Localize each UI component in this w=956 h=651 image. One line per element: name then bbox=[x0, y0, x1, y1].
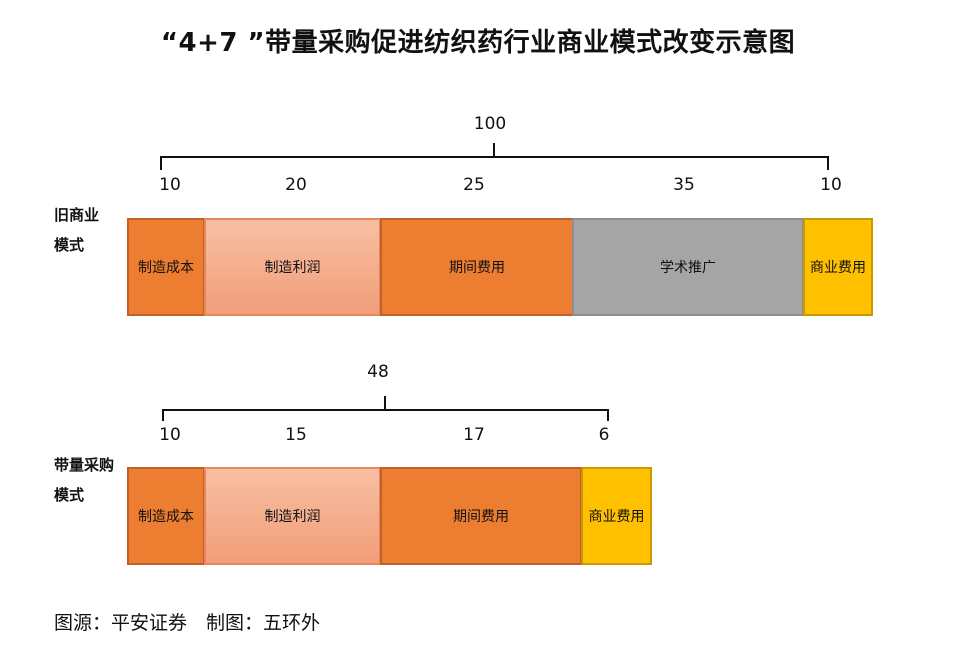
segment-period-expense: 期间费用 bbox=[380, 467, 582, 565]
segment-commercial-expense: 商业费用 bbox=[581, 467, 652, 565]
row-label-line2: 模式 bbox=[54, 486, 85, 504]
segment-label: 制造成本 bbox=[138, 509, 194, 525]
row-label-vbp-model: 带量采购 模式 bbox=[54, 450, 114, 510]
row-label-line1: 旧商业 bbox=[54, 206, 100, 224]
segment-manufacturing-profit: 制造利润 bbox=[204, 467, 381, 565]
brace-vbp-model bbox=[162, 396, 609, 421]
row-label-old-model: 旧商业 模式 bbox=[54, 200, 99, 260]
segment-label: 商业费用 bbox=[588, 509, 645, 525]
diagram-title: “4+7 ”带量采购促进纺织药行业商业模式改变示意图 bbox=[160, 28, 796, 58]
segment-label: 期间费用 bbox=[449, 260, 505, 276]
segment-value: 15 bbox=[285, 425, 307, 445]
segment-value: 17 bbox=[463, 425, 485, 445]
segment-label: 期间费用 bbox=[453, 509, 509, 525]
segment-commercial-expense: 商业费用 bbox=[803, 218, 873, 316]
segment-label: 制造利润 bbox=[264, 260, 321, 276]
segment-manufacturing-profit: 制造利润 bbox=[204, 218, 381, 316]
segment-value: 20 bbox=[285, 175, 307, 195]
total-old-model: 100 bbox=[473, 114, 507, 134]
source-caption: 图源：平安证券 制图：五环外 bbox=[54, 612, 321, 634]
row-label-line1: 带量采购 bbox=[54, 456, 115, 474]
segment-label: 商业费用 bbox=[810, 260, 866, 276]
brace-old-model bbox=[160, 143, 829, 170]
segment-label: 学术推广 bbox=[660, 260, 716, 276]
segment-value: 35 bbox=[673, 175, 695, 195]
segment-label: 制造成本 bbox=[138, 260, 194, 276]
segment-value: 10 bbox=[159, 175, 181, 195]
segment-value: 10 bbox=[820, 175, 842, 195]
segment-label: 制造利润 bbox=[264, 509, 321, 525]
segment-manufacturing-cost: 制造成本 bbox=[127, 218, 205, 316]
segment-value: 6 bbox=[598, 425, 610, 445]
row-label-line2: 模式 bbox=[54, 236, 85, 254]
segment-value: 10 bbox=[159, 425, 181, 445]
segment-manufacturing-cost: 制造成本 bbox=[127, 467, 205, 565]
segment-period-expense: 期间费用 bbox=[380, 218, 574, 316]
segment-value: 25 bbox=[463, 175, 485, 195]
total-vbp-model: 48 bbox=[367, 362, 389, 382]
segment-academic-promotion: 学术推广 bbox=[572, 218, 804, 316]
